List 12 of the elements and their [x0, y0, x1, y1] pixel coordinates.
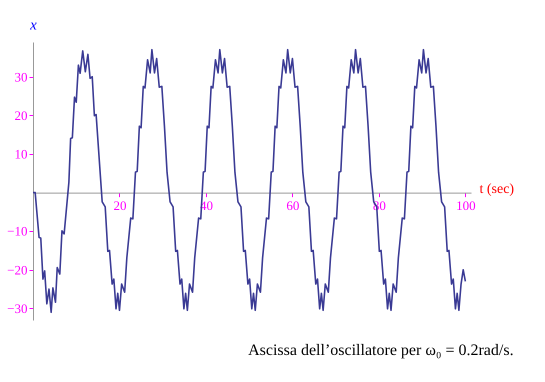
- y-tick-label: −30: [7, 300, 28, 316]
- x-tick-label: 20: [113, 198, 126, 214]
- y-tick-label: −20: [7, 262, 28, 278]
- y-tick-label: 10: [14, 146, 28, 162]
- x-axis-title: t (sec): [480, 182, 514, 198]
- x-tick-label: 60: [286, 198, 300, 214]
- y-tick-label: −10: [7, 224, 28, 239]
- y-axis-title: x: [29, 18, 38, 34]
- y-tick-label: 30: [14, 69, 28, 84]
- y-tick-label: 20: [14, 108, 28, 123]
- x-tick-label: 100: [456, 198, 476, 214]
- text: Ascissa dell’oscillatore per ω₀ = 0.2rad/s.: [248, 342, 514, 359]
